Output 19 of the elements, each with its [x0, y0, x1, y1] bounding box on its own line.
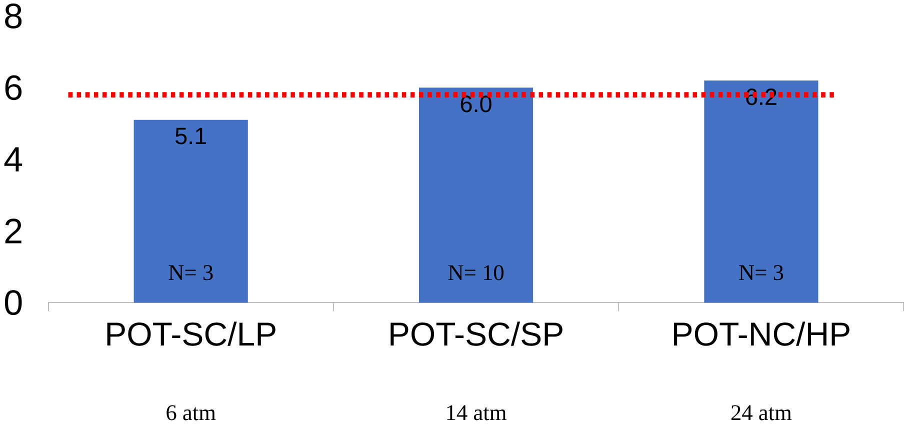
x-tick-label: POT-NC/HP	[674, 322, 850, 346]
bar	[134, 120, 248, 303]
text: 24 atm	[731, 405, 792, 420]
x-tick-label: POT-SC/SP	[390, 322, 562, 346]
data-label: 6.0	[460, 96, 492, 112]
bar	[704, 80, 818, 303]
text: 14 atm	[447, 405, 506, 420]
annotation: N= 10	[448, 265, 504, 280]
annotation: N= 3	[168, 265, 213, 280]
y-tick-label: 6	[5, 75, 22, 100]
bar	[418, 88, 534, 303]
x-tick-label: POT-SC/LP	[107, 322, 276, 346]
text: 6 atm	[166, 405, 216, 420]
y-tick-label: 2	[5, 218, 22, 244]
y-tick-label: 0	[4, 290, 22, 316]
data-label: 5.1	[176, 128, 206, 144]
annotation: N= 3	[739, 265, 784, 280]
y-tick-label: 4	[4, 147, 22, 172]
y-tick-label: 8	[5, 4, 22, 29]
